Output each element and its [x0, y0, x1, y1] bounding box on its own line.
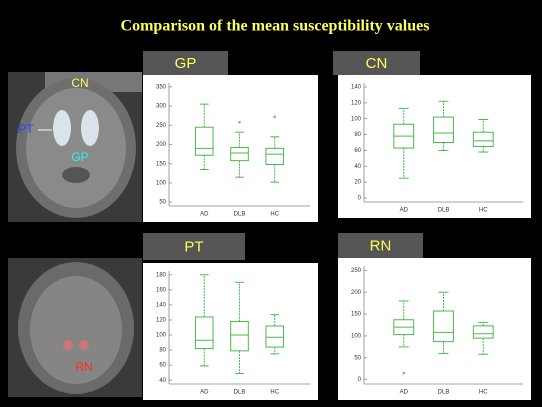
image-label: CN	[71, 76, 88, 90]
outlier	[402, 372, 405, 375]
x-tick-label: HC	[270, 212, 279, 218]
y-tick-label: 150	[156, 161, 167, 167]
image-label: RN	[75, 360, 92, 374]
y-tick-label: 120	[156, 318, 167, 324]
y-tick-label: 160	[156, 287, 167, 293]
y-tick-label: 80	[159, 348, 166, 354]
y-tick-label: 140	[351, 85, 362, 91]
chart-title: GP	[175, 55, 197, 72]
brain-image	[8, 72, 142, 222]
y-tick-label: 40	[159, 378, 166, 384]
slide: Comparison of the mean susceptibility va…	[0, 0, 542, 407]
x-tick-label: DLB	[234, 390, 246, 396]
y-tick-label: 150	[351, 312, 362, 318]
y-tick-label: 100	[156, 181, 167, 187]
brain-image	[8, 258, 142, 397]
x-tick-label: DLB	[438, 390, 450, 396]
y-tick-label: 300	[156, 104, 167, 110]
y-tick-label: 120	[351, 100, 362, 106]
y-tick-label: 250	[156, 123, 167, 129]
chart-title: RN	[370, 237, 392, 254]
y-tick-label: 180	[156, 272, 167, 278]
y-tick-label: 60	[354, 148, 361, 154]
image-label: GP	[71, 150, 88, 164]
x-tick-label: HC	[270, 390, 279, 396]
y-tick-label: 100	[156, 333, 167, 339]
x-tick-label: DLB	[234, 212, 246, 218]
x-tick-label: HC	[479, 208, 488, 214]
y-tick-label: 350	[156, 84, 167, 90]
y-tick-label: 140	[156, 302, 167, 308]
y-tick-label: 80	[354, 132, 361, 138]
y-tick-label: 250	[351, 268, 362, 274]
chart-title: CN	[366, 55, 388, 72]
x-tick-label: AD	[200, 390, 209, 396]
x-tick-label: HC	[479, 390, 488, 396]
slide-title: Comparison of the mean susceptibility va…	[121, 18, 430, 35]
y-tick-label: 200	[351, 290, 362, 296]
y-tick-label: 20	[354, 180, 361, 186]
chart-panel	[338, 258, 531, 400]
x-tick-label: AD	[200, 212, 209, 218]
outlier	[238, 121, 241, 124]
x-tick-label: AD	[400, 390, 409, 396]
chart-title: PT	[184, 238, 203, 255]
y-tick-label: 100	[351, 334, 362, 340]
y-tick-label: 40	[354, 164, 361, 170]
y-tick-label: 60	[159, 363, 166, 369]
x-tick-label: AD	[400, 208, 409, 214]
x-tick-label: DLB	[438, 208, 450, 214]
y-tick-label: 100	[351, 116, 362, 122]
y-tick-label: 50	[159, 200, 166, 206]
outlier	[273, 116, 276, 119]
y-tick-label: 50	[354, 355, 361, 361]
chart-panel	[338, 75, 531, 218]
image-label: PT	[18, 122, 34, 136]
page: {"slide": {"title": "Comparison of the m…	[0, 0, 542, 407]
y-tick-label: 200	[156, 142, 167, 148]
